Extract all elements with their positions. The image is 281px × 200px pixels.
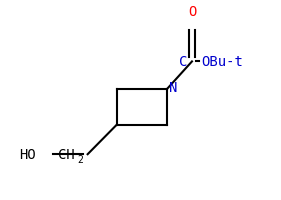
Text: CH: CH [58, 147, 75, 161]
Text: C: C [179, 55, 187, 69]
Text: OBu-t: OBu-t [201, 55, 243, 69]
Text: N: N [169, 80, 178, 94]
Text: 2: 2 [77, 154, 83, 164]
Text: HO: HO [19, 147, 35, 161]
Text: O: O [188, 5, 196, 19]
